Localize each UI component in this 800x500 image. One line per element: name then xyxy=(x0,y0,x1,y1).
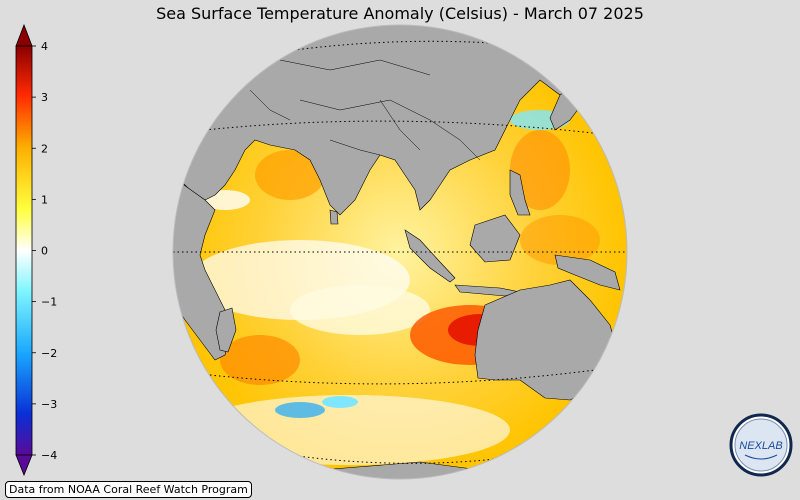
map-title: Sea Surface Temperature Anomaly (Celsius… xyxy=(156,4,644,23)
data-attribution: Data from NOAA Coral Reef Watch Program xyxy=(5,481,252,498)
colorbar: 4 3 2 1 0 −1 −2 −3 −4 xyxy=(15,23,57,477)
hotspot-philippines xyxy=(510,130,570,210)
latitude-line-30s xyxy=(209,369,596,385)
colorbar-tick-label: 1 xyxy=(41,193,48,206)
colorbar-tick-label: −1 xyxy=(41,296,57,309)
colorbar-tick-label: 0 xyxy=(41,245,48,258)
colorbar-ticks: 4 3 2 1 0 −1 −2 −3 −4 xyxy=(32,40,57,462)
latitude-line-60s xyxy=(289,454,506,464)
colorbar-tick-label: 3 xyxy=(41,91,48,104)
nexlab-logo-icon: NEXLAB xyxy=(729,413,793,477)
equatorial-neutral-zone xyxy=(290,285,430,335)
colorbar-tick-label: 4 xyxy=(41,40,48,53)
hotspot-indonesia xyxy=(520,215,600,265)
hotspot-south-indian xyxy=(220,335,300,385)
hotspot-arabian-sea xyxy=(255,150,325,200)
globe-outline xyxy=(172,24,628,480)
land-sri-lanka xyxy=(329,209,339,225)
latitude-line-30n xyxy=(204,120,611,136)
colorbar-tick-label: −4 xyxy=(41,449,57,462)
land-new-guinea xyxy=(554,254,621,291)
land-sumatra xyxy=(404,229,456,283)
logo-text: NEXLAB xyxy=(739,440,782,452)
land-madagascar xyxy=(215,307,237,353)
colorbar-tick-label: −2 xyxy=(41,347,57,360)
land-borneo xyxy=(469,214,521,263)
colorbar-tick-label: 2 xyxy=(41,142,48,155)
cold-anomaly-southern-ocean xyxy=(275,402,325,418)
graticule xyxy=(173,40,627,464)
cold-anomaly-southern-ocean xyxy=(322,396,358,408)
colorbar-bottom-arrow xyxy=(15,454,33,477)
country-borders xyxy=(249,59,481,161)
colorbar-tick-label: −3 xyxy=(41,398,57,411)
land-philippines xyxy=(509,169,531,216)
